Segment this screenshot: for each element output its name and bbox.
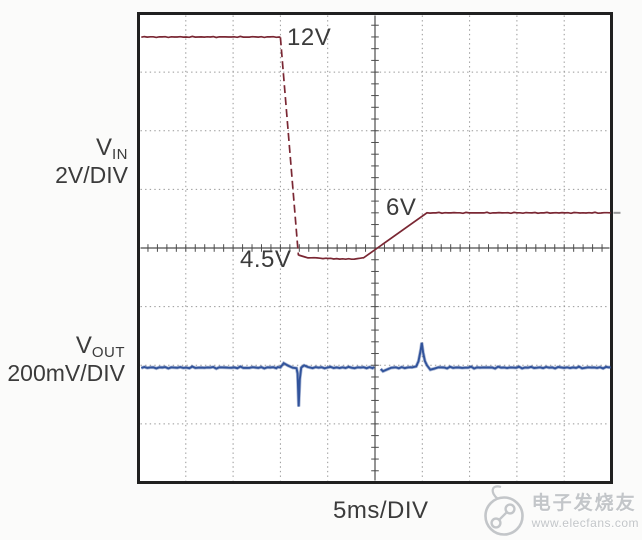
time-scale-label: 5ms/DIV: [333, 497, 429, 524]
elecfans-logo-icon: [483, 485, 524, 536]
vout-scale-label: 200mV/DIV: [7, 359, 125, 386]
vin-subscript: IN: [112, 146, 128, 163]
vin-low-annotation: 4.5V: [240, 246, 292, 273]
watermark-site-text: www.elecfans.com: [531, 516, 639, 530]
vout-channel-label: VOUT 200mV/DIV: [7, 332, 125, 387]
vin-high-annotation: 12V: [287, 24, 332, 51]
vin-final-annotation: 6V: [386, 194, 417, 221]
vout-subscript: OUT: [91, 344, 125, 361]
vin-symbol: V: [95, 134, 112, 161]
watermark-brand-text: 电子发烧友: [531, 492, 637, 514]
vin-channel-label: VIN 2V/DIV: [55, 134, 128, 189]
watermark: 电子发烧友 www.elecfans.com: [483, 481, 639, 537]
vin-scale-label: 2V/DIV: [55, 161, 128, 188]
vout-symbol: V: [75, 332, 92, 359]
